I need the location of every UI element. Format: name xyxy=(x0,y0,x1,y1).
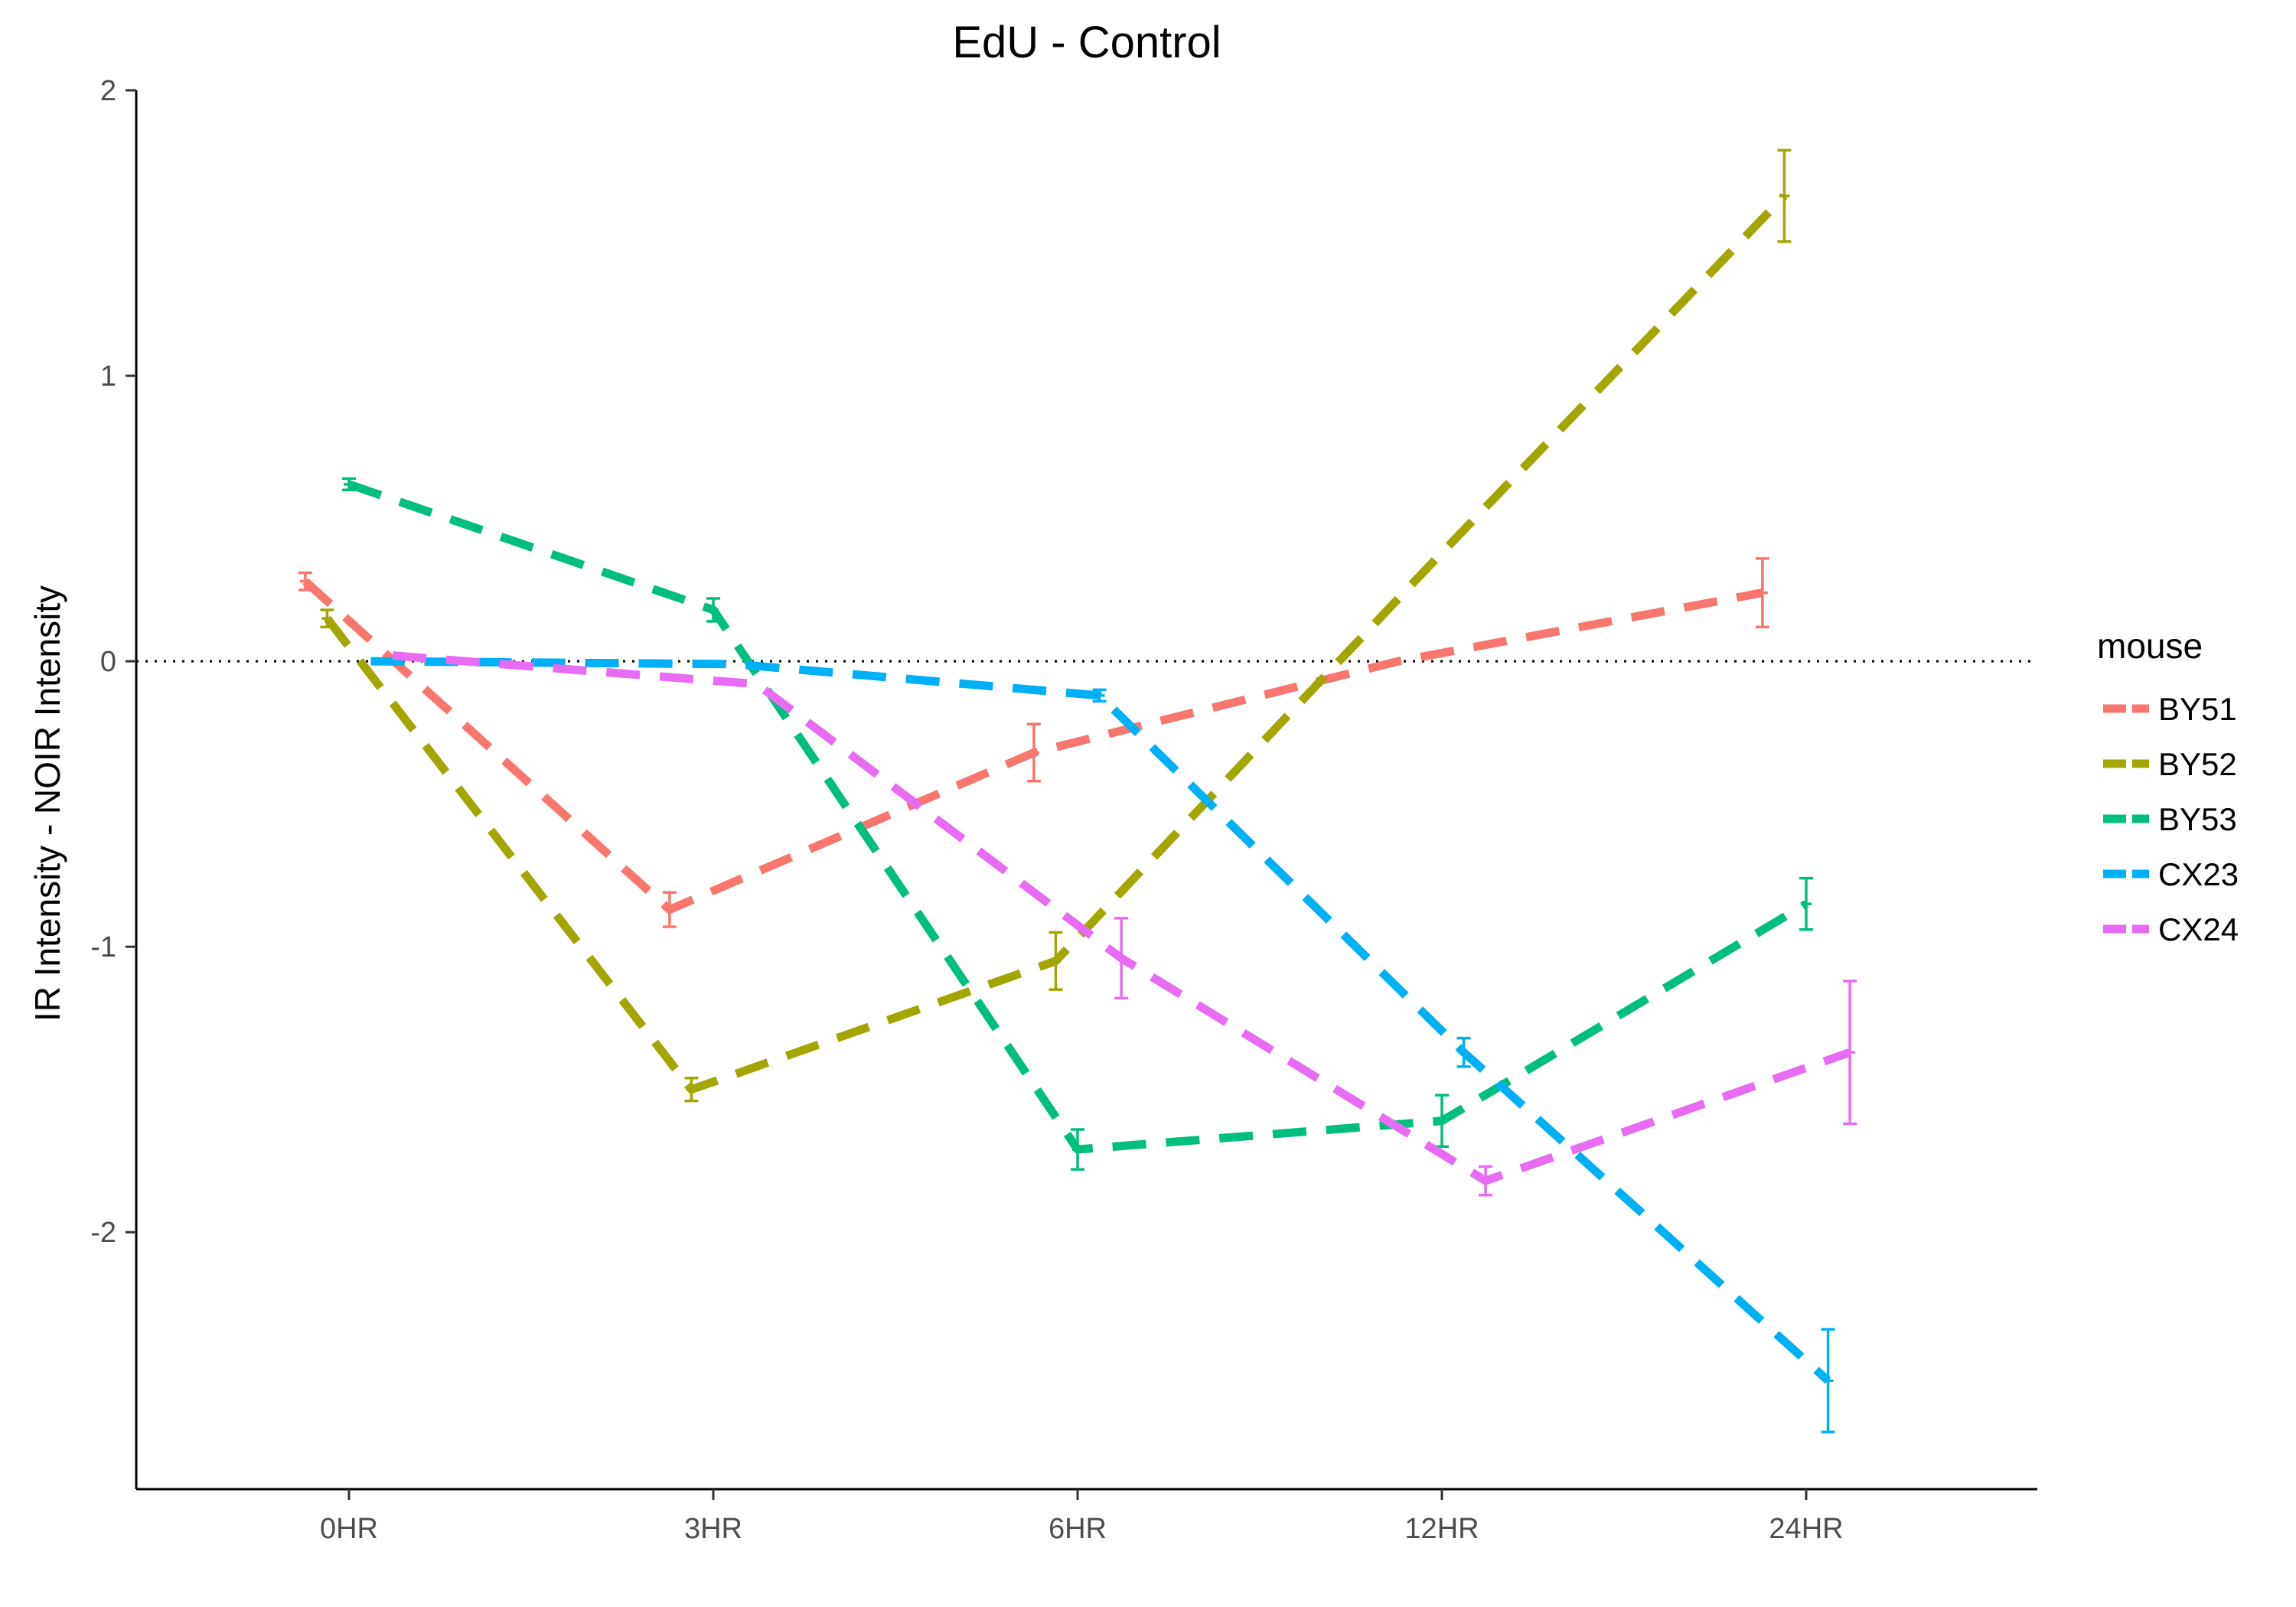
series-line-cx23 xyxy=(370,657,1831,1384)
series-line-by53 xyxy=(347,480,1808,1154)
legend-label-cx23: CX23 xyxy=(2158,856,2239,892)
plot-area: -2 -1 0 1 2 0HR 3HR 6HR 12HR 24HR xyxy=(90,75,2037,1545)
series-line-by52 xyxy=(324,193,1788,1094)
series-line-by51 xyxy=(302,578,1763,914)
legend: mouse BY51 BY52 BY53 CX23 CX24 xyxy=(2097,626,2239,947)
y-tick-label: -1 xyxy=(90,931,116,963)
legend-label-by52: BY52 xyxy=(2158,746,2237,782)
y-axis-label: IR Intensity - NOIR Intensity xyxy=(28,585,67,1022)
legend-label-by51: BY51 xyxy=(2158,691,2237,727)
y-tick-label: 2 xyxy=(100,75,116,107)
x-tick-label: 0HR xyxy=(320,1513,378,1545)
y-tick-label: 1 xyxy=(100,360,116,393)
x-tick-label: 6HR xyxy=(1049,1513,1107,1545)
y-tick-label: -2 xyxy=(90,1217,116,1249)
series-line-cx24 xyxy=(392,651,1851,1185)
y-tick-label: 0 xyxy=(100,646,116,678)
legend-label-cx24: CX24 xyxy=(2158,911,2239,947)
legend-title: mouse xyxy=(2097,626,2203,666)
chart-title: EdU - Control xyxy=(952,18,1221,67)
legend-label-by53: BY53 xyxy=(2158,801,2237,837)
x-tick-label: 12HR xyxy=(1404,1513,1479,1545)
x-tick-label: 3HR xyxy=(684,1513,742,1545)
x-tick-label: 24HR xyxy=(1769,1513,1843,1545)
